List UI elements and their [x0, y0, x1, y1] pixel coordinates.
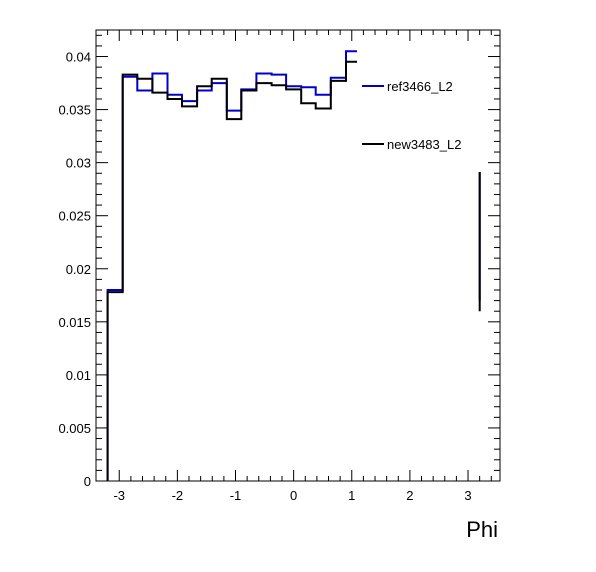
x-tick-label: -1 [230, 488, 242, 503]
y-tick-label: 0.02 [66, 262, 91, 277]
x-tick-label: -2 [172, 488, 184, 503]
legend-box [357, 30, 489, 172]
x-tick-label: -3 [113, 488, 125, 503]
x-tick-label: 2 [406, 488, 413, 503]
legend-label: new3483_L2 [387, 137, 461, 152]
y-tick-label: 0.015 [58, 315, 91, 330]
x-tick-label: 1 [348, 488, 355, 503]
y-tick-label: 0.035 [58, 103, 91, 118]
plot-frame [95, 29, 501, 482]
y-tick-label: 0.005 [58, 421, 91, 436]
y-tick-label: 0 [84, 474, 91, 489]
legend-label: ref3466_L2 [387, 79, 453, 94]
y-tick-label: 0.03 [66, 156, 91, 171]
x-tick-label: 0 [290, 488, 297, 503]
legend: ref3466_L2 new3483_L2 [362, 79, 461, 152]
x-axis-title: Phi [466, 517, 498, 542]
x-tick-label: 3 [464, 488, 471, 503]
y-tick-label: 0.01 [66, 368, 91, 383]
y-tick-label: 0.04 [66, 50, 91, 65]
axes: -3 -2 -1 0 1 2 3 0 0.005 0.01 0.015 0.02 0.025 0.03 0.… [58, 30, 500, 503]
y-tick-label: 0.025 [58, 209, 91, 224]
